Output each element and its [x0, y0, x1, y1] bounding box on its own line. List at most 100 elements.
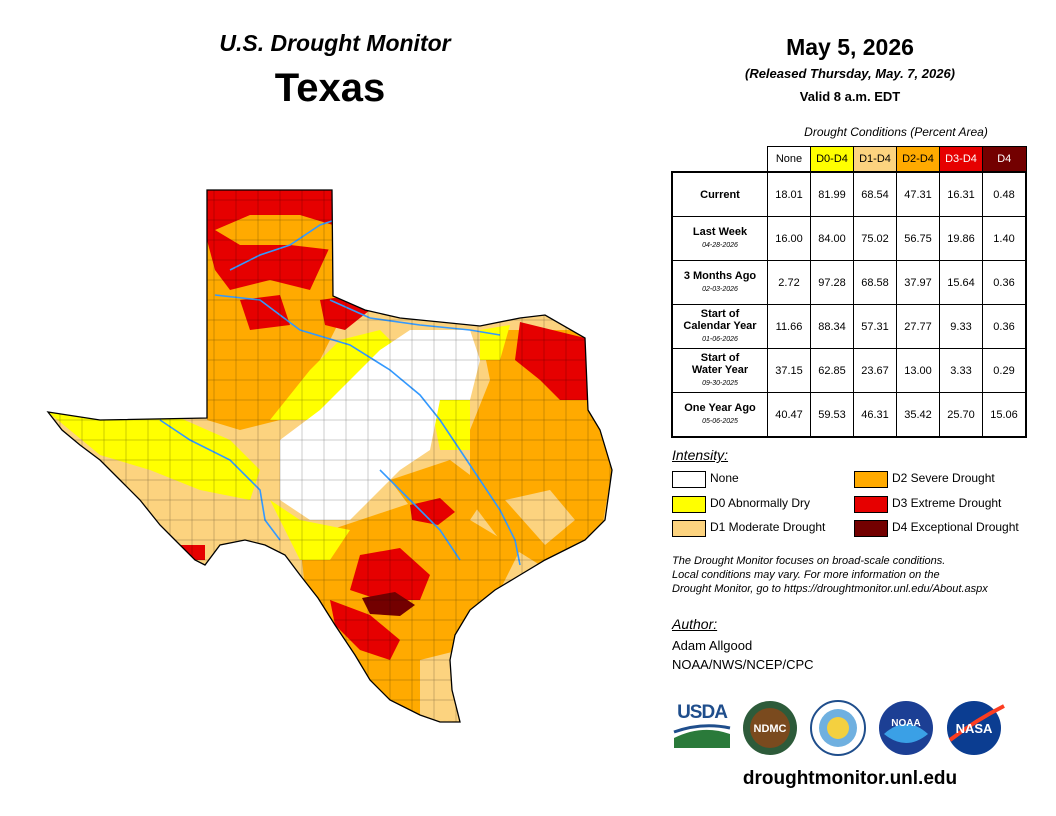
table-cell: 0.36 [982, 260, 1027, 305]
legend-label: D4 Exceptional Drought [892, 520, 1019, 534]
table-cell: 47.31 [896, 171, 940, 217]
row-date: 02-03-2026 [702, 285, 738, 293]
usda-logo: USDA [672, 700, 732, 750]
legend-swatch [672, 496, 706, 513]
row-label-text: Start of [700, 351, 740, 364]
legend-swatch [854, 496, 888, 513]
table-cell: 56.75 [896, 216, 940, 261]
table-row: Start of Water Year 09-30-2025 37.15 62.85 23… [671, 348, 1027, 393]
ndmc-logo-text: NDMC [754, 723, 787, 735]
table-cell: 18.01 [767, 171, 811, 217]
row-date: 09-30-2025 [702, 379, 738, 387]
row-label: Last Week 04-28-2026 [671, 216, 768, 261]
release-date: (Released Thursday, May. 7, 2026) [744, 66, 956, 81]
table-cell: 97.28 [810, 260, 854, 305]
nasa-logo: NASA [947, 701, 1005, 755]
table-row: Last Week 04-28-2026 16.00 84.00 75.02 56.75 1… [671, 216, 1027, 261]
column-header: D4 [982, 146, 1027, 173]
conditions-caption: Drought Conditions (Percent Area) [804, 125, 988, 139]
table-cell: 75.02 [853, 216, 897, 261]
table-row: One Year Ago 05-06-2025 40.47 59.53 46.31 35.… [671, 392, 1027, 438]
usda-logo-text: USDA [677, 702, 728, 723]
noaa-logo-text: NOAA [891, 718, 920, 729]
row-label: Current [671, 171, 768, 217]
column-header: D3-D4 [939, 146, 983, 173]
table-cell: 35.42 [896, 392, 940, 438]
table-cell: 84.00 [810, 216, 854, 261]
website-link[interactable]: droughtmonitor.unl.edu [742, 768, 958, 789]
row-label-text: Calendar Year [683, 319, 757, 332]
row-label-text: Last Week [692, 225, 748, 238]
drought-areas [48, 190, 612, 722]
table-cell: 37.97 [896, 260, 940, 305]
column-header: None [767, 146, 811, 173]
conditions-table: None D0-D4 D1-D4 D2-D4 D3-D4 D4 Current 1… [671, 146, 1027, 438]
legend-heading: Intensity: [672, 447, 729, 463]
row-label-text: One Year Ago [684, 401, 756, 414]
table-cell: 1.40 [982, 216, 1027, 261]
column-header: D2-D4 [896, 146, 940, 173]
noaa-logo: NOAA [879, 701, 933, 755]
table-cell: 68.54 [853, 171, 897, 217]
note-line: Drought Monitor, go to https://droughtmo… [672, 583, 988, 595]
commerce-seal-logo [810, 700, 866, 756]
ndmc-logo: NDMC [743, 701, 797, 755]
row-date: 05-06-2025 [702, 417, 738, 425]
table-row: Current 18.01 81.99 68.54 47.31 16.31 0.48 [671, 171, 1027, 217]
row-label: Start of Calendar Year 01-06-2026 [671, 304, 768, 349]
legend-label: None [710, 471, 739, 485]
row-date: 01-06-2026 [702, 335, 738, 343]
column-header: D1-D4 [853, 146, 897, 173]
disclaimer-note: The Drought Monitor focuses on broad-sca… [672, 554, 1042, 596]
table-cell: 68.58 [853, 260, 897, 305]
table-cell: 0.48 [982, 171, 1027, 217]
table-corner [672, 147, 768, 173]
table-cell: 46.31 [853, 392, 897, 438]
note-line: Local conditions may vary. For more info… [672, 569, 940, 581]
table-cell: 16.31 [939, 171, 983, 217]
table-row: Start of Calendar Year 01-06-2026 11.66 88.3… [671, 304, 1027, 349]
author-org: NOAA/NWS/NCEP/CPC [672, 657, 814, 672]
table-row: 3 Months Ago 02-03-2026 2.72 97.28 68.58 37.9… [671, 260, 1027, 305]
table-cell: 16.00 [767, 216, 811, 261]
legend-label: D3 Extreme Drought [892, 496, 1002, 510]
region-title: Texas [274, 66, 386, 110]
table-cell: 23.67 [853, 348, 897, 393]
legend-swatch [854, 471, 888, 488]
map-title: U.S. Drought Monitor [219, 30, 451, 56]
note-line: The Drought Monitor focuses on broad-sca… [672, 555, 946, 567]
table-cell: 0.29 [982, 348, 1027, 393]
author-name: Adam Allgood [672, 638, 753, 653]
row-label: 3 Months Ago 02-03-2026 [671, 260, 768, 305]
table-cell: 15.64 [939, 260, 983, 305]
table-cell: 57.31 [853, 304, 897, 349]
row-label-text: Start of [700, 307, 740, 320]
texas-drought-map [47, 189, 613, 723]
row-label: One Year Ago 05-06-2025 [671, 392, 768, 438]
legend-label: D2 Severe Drought [892, 471, 995, 485]
row-label-text: Water Year [691, 363, 749, 376]
table-cell: 59.53 [810, 392, 854, 438]
row-label-text: Current [700, 188, 740, 201]
legend-swatch [672, 520, 706, 537]
legend-label: D1 Moderate Drought [710, 520, 826, 534]
table-cell: 25.70 [939, 392, 983, 438]
table-cell: 27.77 [896, 304, 940, 349]
table-cell: 3.33 [939, 348, 983, 393]
row-date: 04-28-2026 [702, 241, 738, 249]
legend-swatch [854, 520, 888, 537]
table-cell: 62.85 [810, 348, 854, 393]
table-cell: 11.66 [767, 304, 811, 349]
table-cell: 37.15 [767, 348, 811, 393]
table-cell: 2.72 [767, 260, 811, 305]
author-heading: Author: [672, 616, 718, 632]
table-cell: 0.36 [982, 304, 1027, 349]
table-cell: 15.06 [982, 392, 1027, 438]
table-cell: 40.47 [767, 392, 811, 438]
nasa-logo-text: NASA [956, 721, 993, 736]
table-cell: 9.33 [939, 304, 983, 349]
valid-time: Valid 8 a.m. EDT [799, 89, 901, 104]
conditions-body: Current 18.01 81.99 68.54 47.31 16.31 0.48 Last… [671, 171, 1027, 438]
table-cell: 81.99 [810, 171, 854, 217]
table-cell: 88.34 [810, 304, 854, 349]
